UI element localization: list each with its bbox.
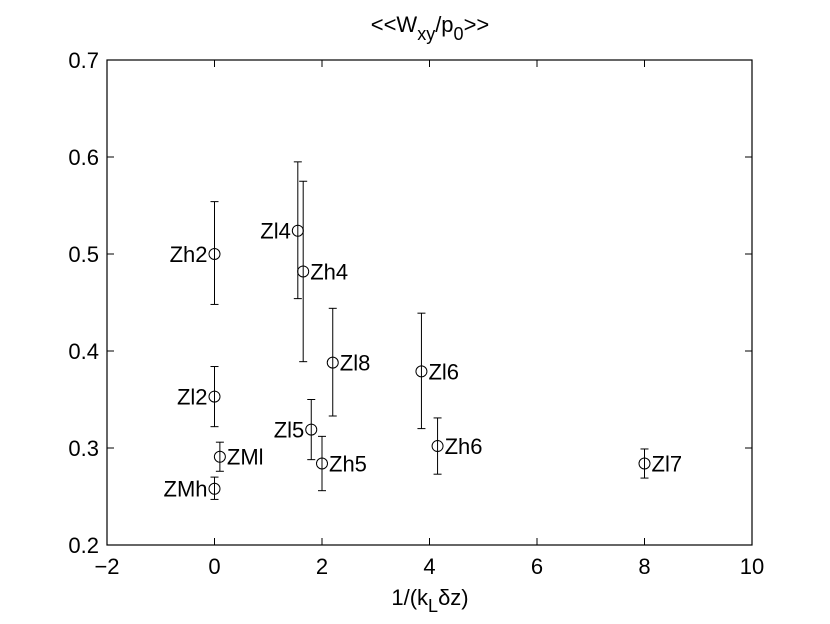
data-point-zh5: Zh5 [316,435,367,492]
point-marker [305,423,318,436]
x-axis-ticks [106,60,753,545]
xlabel-part-2: δz) [438,585,469,610]
chart-title: <<Wxy/p0>> [371,12,490,44]
point-label: Zh6 [445,434,483,459]
xlabel-part-1: 1/(k [391,585,429,610]
point-marker [208,390,221,403]
point-marker [297,265,310,278]
data-point-zl2: Zl2 [177,366,221,428]
title-sub-1: xy [417,24,435,44]
data-points: Zh2 Zl2 ZMh ZMl Zl4 Zh4 Zl5 Zh5 Zl8 Zl6 Zh6 Zl7 [164,161,683,502]
point-label: Zl4 [260,219,291,244]
point-label: Zh4 [310,259,348,284]
point-label: Zl5 [274,418,305,443]
point-label: ZMl [227,445,264,470]
data-point-zl4: Zl4 [260,161,304,300]
y-tick-label: 0.5 [68,242,99,267]
point-marker [208,248,221,260]
data-point-zl7: Zl7 [638,448,683,479]
point-marker [208,482,221,495]
data-point-zmh: ZMh [164,476,221,502]
y-tick-label: 0.2 [68,533,99,558]
data-point-zh4: Zh4 [297,180,348,363]
svg-text:1/(kLδz): 1/(kLδz) [391,585,468,616]
point-marker [316,457,328,470]
y-tick-label: 0.4 [68,339,99,364]
xlabel-sub: L [428,596,438,616]
data-point-zl6: Zl6 [415,312,459,430]
data-point-zh2: Zh2 [170,201,221,305]
x-tick-label: 0 [208,554,220,579]
x-tick-label: 6 [531,554,543,579]
data-point-zh6: Zh6 [431,417,483,475]
data-point-zml: ZMl [213,441,264,472]
point-marker [431,440,444,453]
point-label: Zl2 [177,385,208,410]
point-label: ZMh [164,477,208,502]
point-label: Zh2 [170,242,208,267]
y-tick-label: 0.6 [68,145,99,170]
data-point-zl5: Zl5 [274,399,318,461]
y-tick-label: 0.7 [68,48,99,73]
y-tick-label: 0.3 [68,436,99,461]
point-marker [638,457,651,470]
svg-text:<<Wxy/p0>>: <<Wxy/p0>> [371,12,490,44]
y-axis-tick-labels: 0.2 0.3 0.4 0.5 0.6 0.7 [68,48,99,558]
point-label: Zl6 [428,359,459,384]
x-tick-label: 10 [740,554,764,579]
title-sub-2: 0 [454,24,464,44]
x-tick-label: 2 [316,554,328,579]
point-label: Zl7 [652,452,683,477]
point-marker [326,356,339,369]
x-axis-tick-labels: −2 0 2 4 6 8 10 [94,554,764,579]
data-point-zl8: Zl8 [326,307,371,417]
point-label: Zl8 [340,351,371,376]
point-label: Zh5 [329,452,367,477]
title-part-3: >> [464,12,490,37]
point-marker [415,365,428,378]
x-tick-label: 4 [423,554,435,579]
title-part-2: /p [435,12,453,37]
x-tick-label: 8 [638,554,650,579]
title-part-1: <<W [371,12,418,37]
x-tick-label: −2 [94,554,119,579]
y-axis-ticks [107,59,752,546]
x-axis-label: 1/(kLδz) [391,585,468,616]
point-marker [213,450,226,463]
